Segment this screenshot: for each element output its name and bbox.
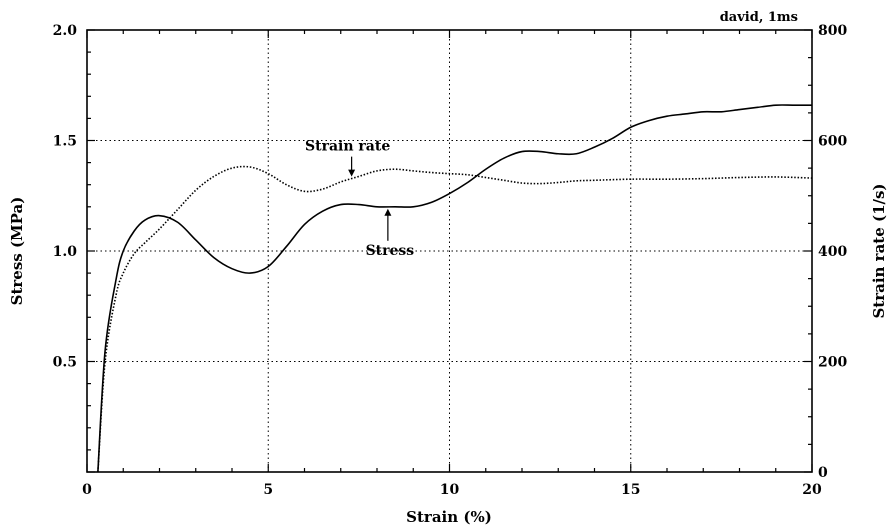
y2-tick-label: 800 <box>818 23 847 39</box>
strain-rate-arrowhead <box>348 169 356 177</box>
corner-label: david, 1ms <box>720 10 798 25</box>
strain-rate-annotation: Strain rate <box>305 139 390 155</box>
stress-line <box>97 104 812 473</box>
stress-annotation: Stress <box>366 243 415 259</box>
x-tick-label: 15 <box>621 482 640 498</box>
axis-ticks <box>86 29 813 473</box>
y2-tick-label: 200 <box>818 355 847 371</box>
y-tick-label: 0.5 <box>53 355 77 371</box>
x-tick-label: 5 <box>263 482 273 498</box>
y-tick-label: 2.0 <box>53 23 78 39</box>
x-tick-label: 0 <box>82 482 92 498</box>
stress-arrowhead <box>384 208 392 216</box>
y2-tick-label: 0 <box>818 465 828 481</box>
y-tick-label: 1.0 <box>53 244 78 260</box>
y2-tick-label: 600 <box>818 134 847 150</box>
y2-tick-label: 400 <box>818 244 847 260</box>
strain-rate-line <box>97 165 813 473</box>
x-axis-title: Strain (%) <box>406 508 492 526</box>
tick-labels: 0 5 10 15 20 0.5 1.0 1.5 2.0 0 200 400 600 800 <box>53 23 848 498</box>
annotations: Strain rate Stress <box>305 139 414 259</box>
x-tick-label: 10 <box>440 482 460 498</box>
y2-axis-title: Strain rate (1/s) <box>870 183 888 318</box>
y-tick-label: 1.5 <box>53 134 77 150</box>
series-layer <box>97 104 813 473</box>
y-axis-title: Stress (MPa) <box>8 197 26 306</box>
x-tick-label: 20 <box>802 482 822 498</box>
grid-lines <box>87 30 812 472</box>
